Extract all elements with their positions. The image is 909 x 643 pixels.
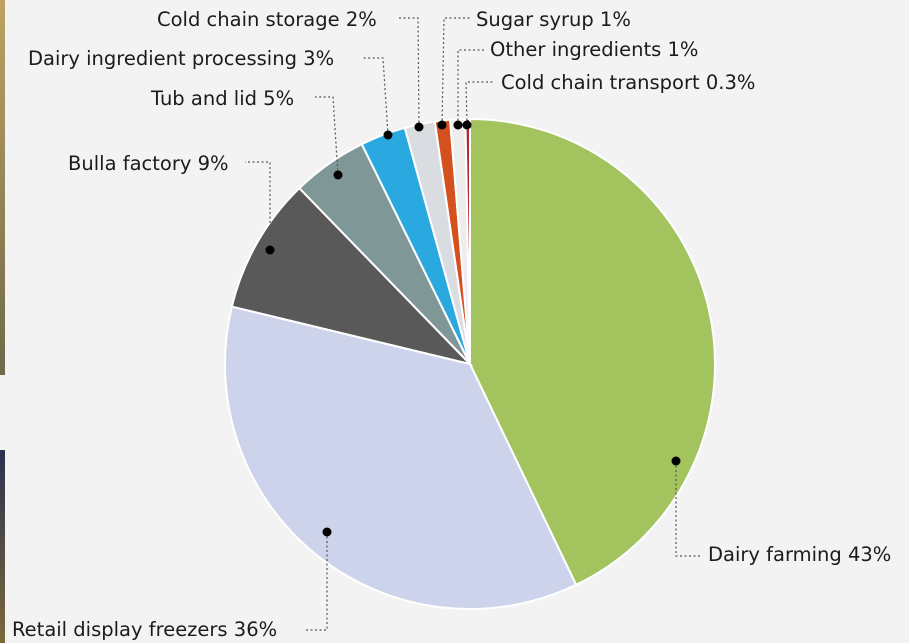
leader-dot-sugar-syrup [437,120,447,130]
left-edge-strip-bottom [0,450,5,643]
slice-retail-display-freezers [224,305,578,610]
leader-dot-dairy-ingredient-processing [383,130,393,140]
leader-retail-display-freezers [305,532,328,631]
leader-dot-tub-and-lid [333,170,343,180]
leader-cold-chain-storage [398,17,420,128]
leader-dot-cold-chain-transport [462,120,472,130]
slice-bulla-factory [230,186,474,366]
leader-dot-dairy-farming [671,456,681,466]
label-cold-chain-transport: Cold chain transport 0.3% [501,71,755,94]
leader-lines [245,17,700,631]
leader-dot-retail-display-freezers [322,527,332,537]
left-edge-strip-top [0,0,5,375]
slice-labels: Dairy farming 43% Retail display freezer… [12,8,891,641]
leader-dot-bulla-factory [265,245,275,255]
label-other-ingredients: Other ingredients 1% [490,38,698,61]
leader-sugar-syrup [441,17,470,126]
leader-dairy-farming [675,461,700,557]
label-sugar-syrup: Sugar syrup 1% [476,8,631,31]
label-dairy-ingredient-processing: Dairy ingredient processing 3% [28,47,334,70]
label-dairy-farming: Dairy farming 43% [708,543,891,566]
leader-other-ingredients [457,49,484,125]
leader-bulla-factory [245,161,271,250]
leader-dot-cold-chain-storage [414,122,424,132]
label-bulla-factory: Bulla factory 9% [68,152,229,175]
label-tub-and-lid: Tub and lid 5% [150,87,294,110]
leader-dairy-ingredient-processing [362,57,389,136]
pie-slices [224,117,716,610]
label-cold-chain-storage: Cold chain storage 2% [157,8,377,31]
leader-dot-other-ingredients [453,120,463,130]
leader-cold-chain-transport [465,81,494,126]
slice-cold-chain-transport [464,117,471,365]
label-retail-display-freezers: Retail display freezers 36% [12,618,277,641]
leader-tub-and-lid [315,96,339,176]
slice-dairy-farming [469,117,716,587]
